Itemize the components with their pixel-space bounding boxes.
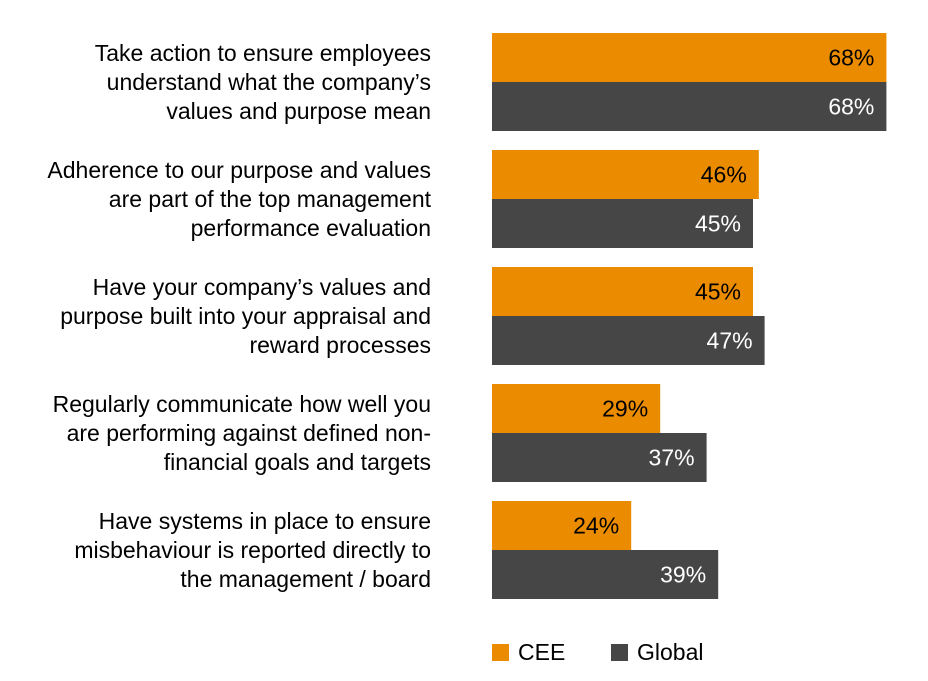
value-label-global-2: 45% — [695, 211, 741, 237]
category-label-3: Have your company’s values and purpose bu… — [60, 274, 431, 358]
bar-cee-5 — [492, 501, 632, 550]
legend-label-cee: CEE — [518, 639, 565, 665]
category-label-line: are performing against defined non- — [67, 420, 431, 446]
value-label-cee-3: 45% — [695, 279, 741, 305]
category-label-line: misbehaviour is reported directly to — [74, 537, 431, 563]
bar-global-4 — [492, 433, 707, 482]
category-label-line: understand what the company’s — [107, 69, 431, 95]
bar-cee-1 — [492, 33, 887, 82]
category-label-line: values and purpose mean — [166, 98, 431, 124]
value-label-cee-1: 68% — [828, 45, 874, 71]
category-label-line: Have systems in place to ensure — [99, 508, 431, 534]
value-label-global-4: 37% — [649, 445, 695, 471]
category-label-line: are part of the top management — [109, 186, 432, 212]
category-label-4: Regularly communicate how well you are pe… — [53, 391, 431, 475]
value-label-cee-5: 24% — [573, 513, 619, 539]
category-label-line: Take action to ensure employees — [95, 40, 431, 66]
category-label-line: Have your company’s values and — [93, 274, 431, 300]
category-labels: Take action to ensure employees understan… — [47, 40, 431, 592]
category-label-line: Adherence to our purpose and values — [47, 157, 431, 183]
value-label-cee-4: 29% — [602, 396, 648, 422]
value-label-cee-2: 46% — [701, 162, 747, 188]
chart-plot-area: 68% 68% 46% 45% 45% 47% 29%37% 24% 39% — [492, 33, 887, 599]
value-label-global-1: 68% — [828, 94, 874, 120]
bar-global-1 — [492, 82, 887, 131]
bar-global-2 — [492, 199, 753, 248]
category-label-2: Adherence to our purpose and values are p… — [47, 157, 431, 241]
category-label-line: reward processes — [249, 332, 431, 358]
legend-swatch-cee — [492, 644, 509, 661]
legend-swatch-global — [611, 644, 628, 661]
legend: CEE Global — [492, 639, 703, 665]
legend-label-global: Global — [637, 639, 703, 665]
category-label-line: financial goals and targets — [164, 449, 431, 475]
value-label-global-3: 47% — [707, 328, 753, 354]
bar-cee-2 — [492, 150, 759, 199]
category-label-5: Have systems in place to ensure misbehavi… — [74, 508, 431, 592]
bar-global-5 — [492, 550, 719, 599]
value-label-global-5: 39% — [660, 562, 706, 588]
category-label-line: Regularly communicate how well you — [53, 391, 431, 417]
category-label-line: performance evaluation — [191, 215, 431, 241]
bar-cee-4 — [492, 384, 661, 433]
bar-global-3 — [492, 316, 765, 365]
category-label-line: purpose built into your appraisal and — [60, 303, 431, 329]
category-label-line: the management / board — [180, 566, 431, 592]
category-label-1: Take action to ensure employees understan… — [95, 40, 431, 124]
bar-cee-3 — [492, 267, 753, 316]
